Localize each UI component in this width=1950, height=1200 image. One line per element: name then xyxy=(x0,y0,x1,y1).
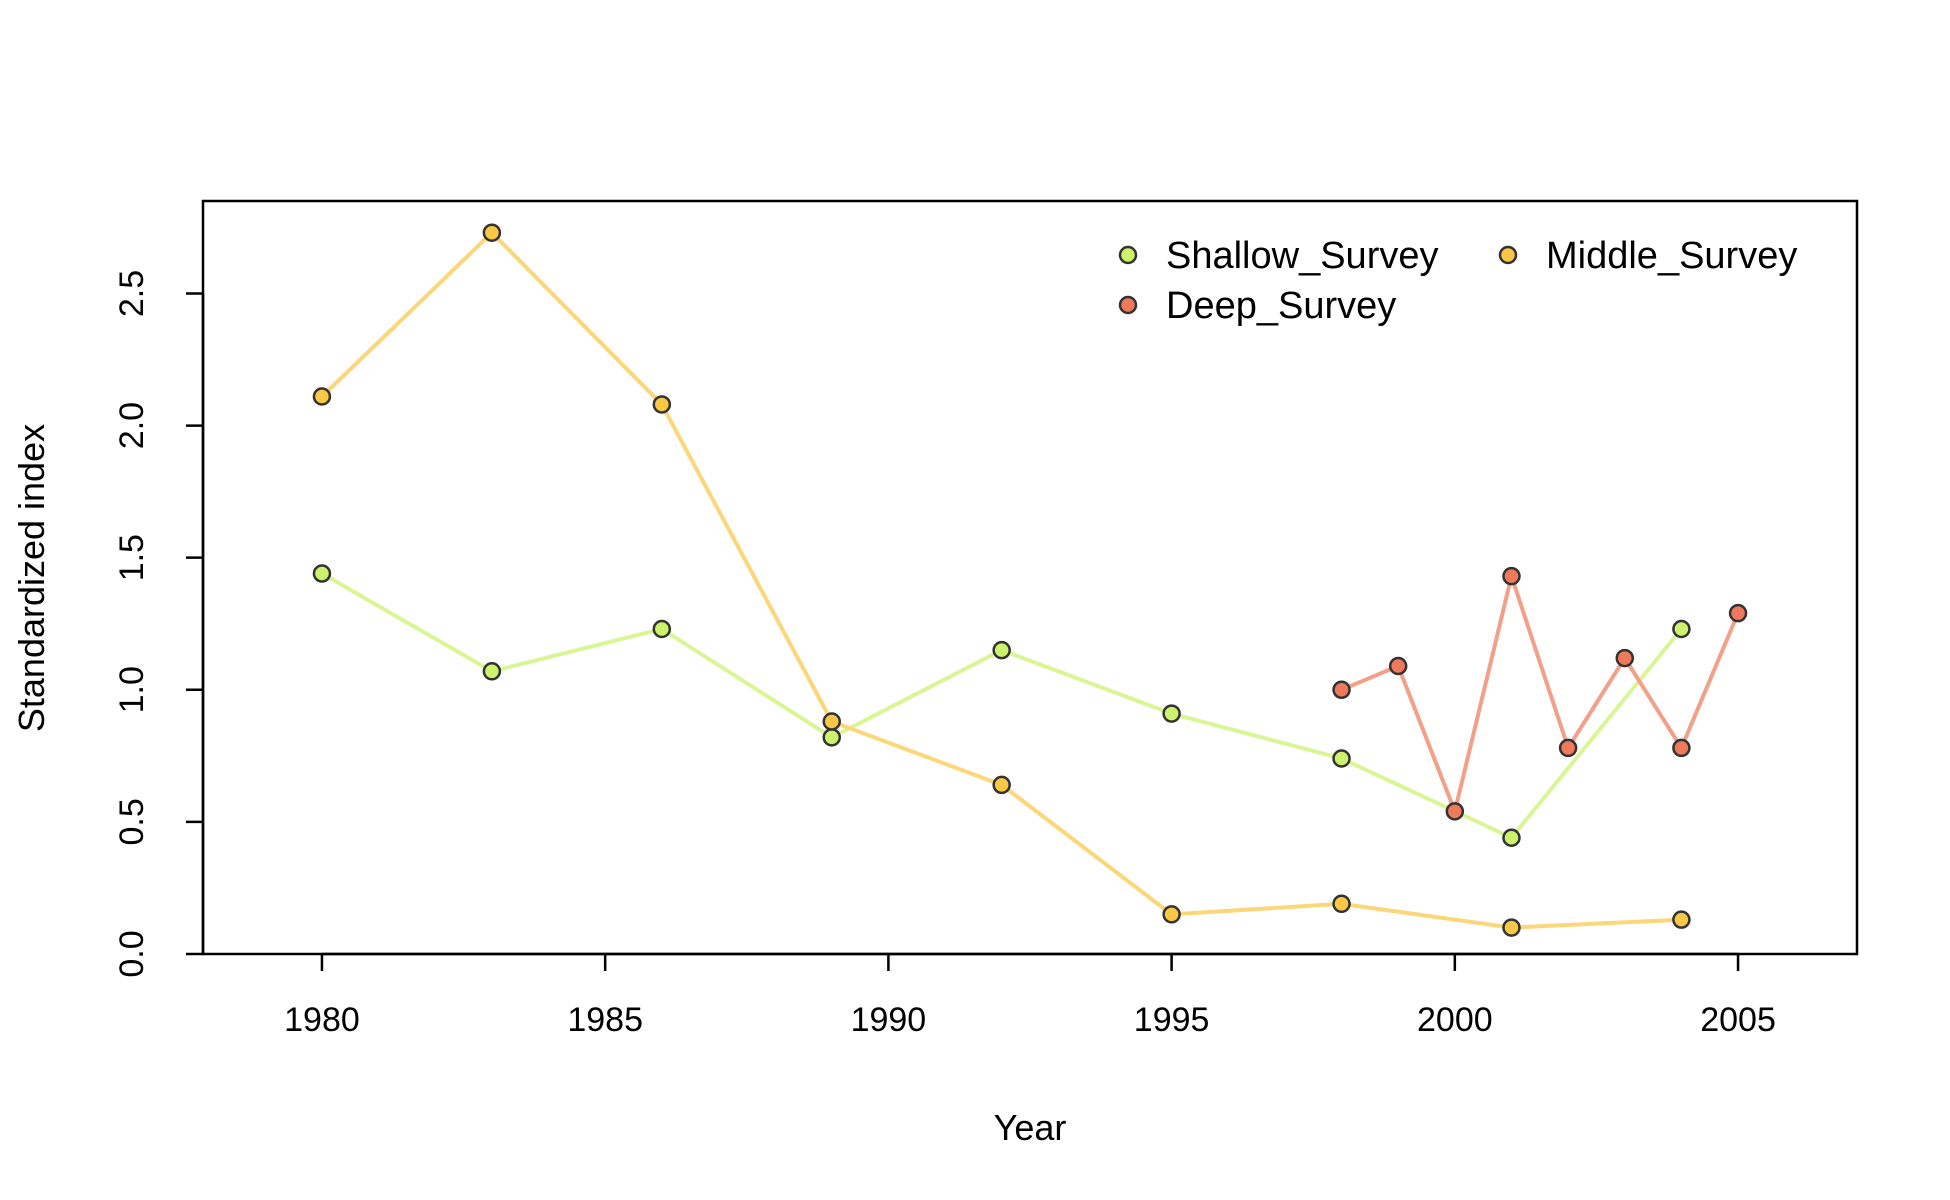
deep-survey-point xyxy=(1332,680,1351,700)
deep-survey-point xyxy=(1728,603,1748,623)
deep-survey-point xyxy=(1615,648,1635,668)
x-axis: 1980 1985 1990 1995 2000 2005 xyxy=(284,952,1776,1039)
deep-survey-point xyxy=(1558,738,1578,758)
middle-survey-point xyxy=(482,223,502,242)
legend: Shallow_Survey Middle_Survey Deep_Survey xyxy=(1118,235,1797,327)
y-tick-label: 0.5 xyxy=(113,798,151,845)
y-tick-label: 0.0 xyxy=(113,930,151,977)
shallow-survey-point xyxy=(822,728,841,747)
y-axis-title: Standardized index xyxy=(11,424,52,732)
x-tick-label: 1995 xyxy=(1134,1001,1210,1039)
middle-survey-point xyxy=(1672,910,1691,929)
middle-survey-point xyxy=(1162,905,1181,924)
deep-survey-point xyxy=(1672,738,1691,758)
x-tick-label: 2000 xyxy=(1417,1001,1493,1039)
middle-survey-legend-label: Middle_Survey xyxy=(1546,235,1797,277)
y-axis: 0.0 0.5 1.0 1.5 2.0 2.5 xyxy=(113,270,205,978)
shallow-survey-line xyxy=(320,571,1683,840)
x-tick-label: 2005 xyxy=(1700,1001,1776,1039)
shallow-survey-point xyxy=(1162,704,1181,723)
deep-survey-legend-swatch xyxy=(1118,295,1138,315)
deep-survey-point xyxy=(1445,802,1465,821)
middle-survey-point xyxy=(652,395,672,414)
shallow-survey-point xyxy=(482,662,502,681)
middle-survey-legend-swatch xyxy=(1498,245,1518,265)
x-tick-label: 1985 xyxy=(567,1001,643,1039)
middle-survey-point xyxy=(822,712,841,731)
shallow-survey-legend-swatch xyxy=(1118,245,1138,265)
deep-survey-line xyxy=(1340,574,1740,814)
deep-survey-legend-label: Deep_Survey xyxy=(1166,285,1396,327)
shallow-survey-point xyxy=(1332,749,1351,768)
y-tick-label: 2.5 xyxy=(113,270,151,317)
y-tick-label: 1.5 xyxy=(113,534,151,581)
x-tick-label: 1980 xyxy=(284,1001,360,1039)
middle-survey-point xyxy=(312,387,332,406)
shallow-survey-legend-label: Shallow_Survey xyxy=(1166,235,1438,277)
shallow-survey-point xyxy=(652,619,672,639)
plot-frame xyxy=(201,199,1859,956)
y-tick-label: 2.0 xyxy=(113,402,151,449)
shallow-survey-point xyxy=(1502,828,1521,847)
x-axis-title: Year xyxy=(994,1107,1067,1148)
middle-survey-point xyxy=(1332,894,1351,914)
middle-survey-point xyxy=(992,775,1011,795)
deep-survey-point xyxy=(1388,656,1408,676)
x-tick-label: 1990 xyxy=(851,1001,927,1039)
shallow-survey-point xyxy=(312,564,332,583)
middle-survey-point xyxy=(1502,918,1521,937)
deep-survey-point xyxy=(1502,566,1521,586)
y-tick-label: 1.0 xyxy=(113,666,151,713)
shallow-survey-point xyxy=(1672,619,1691,639)
shallow-survey-point xyxy=(992,640,1011,660)
series-layer xyxy=(312,223,1748,937)
